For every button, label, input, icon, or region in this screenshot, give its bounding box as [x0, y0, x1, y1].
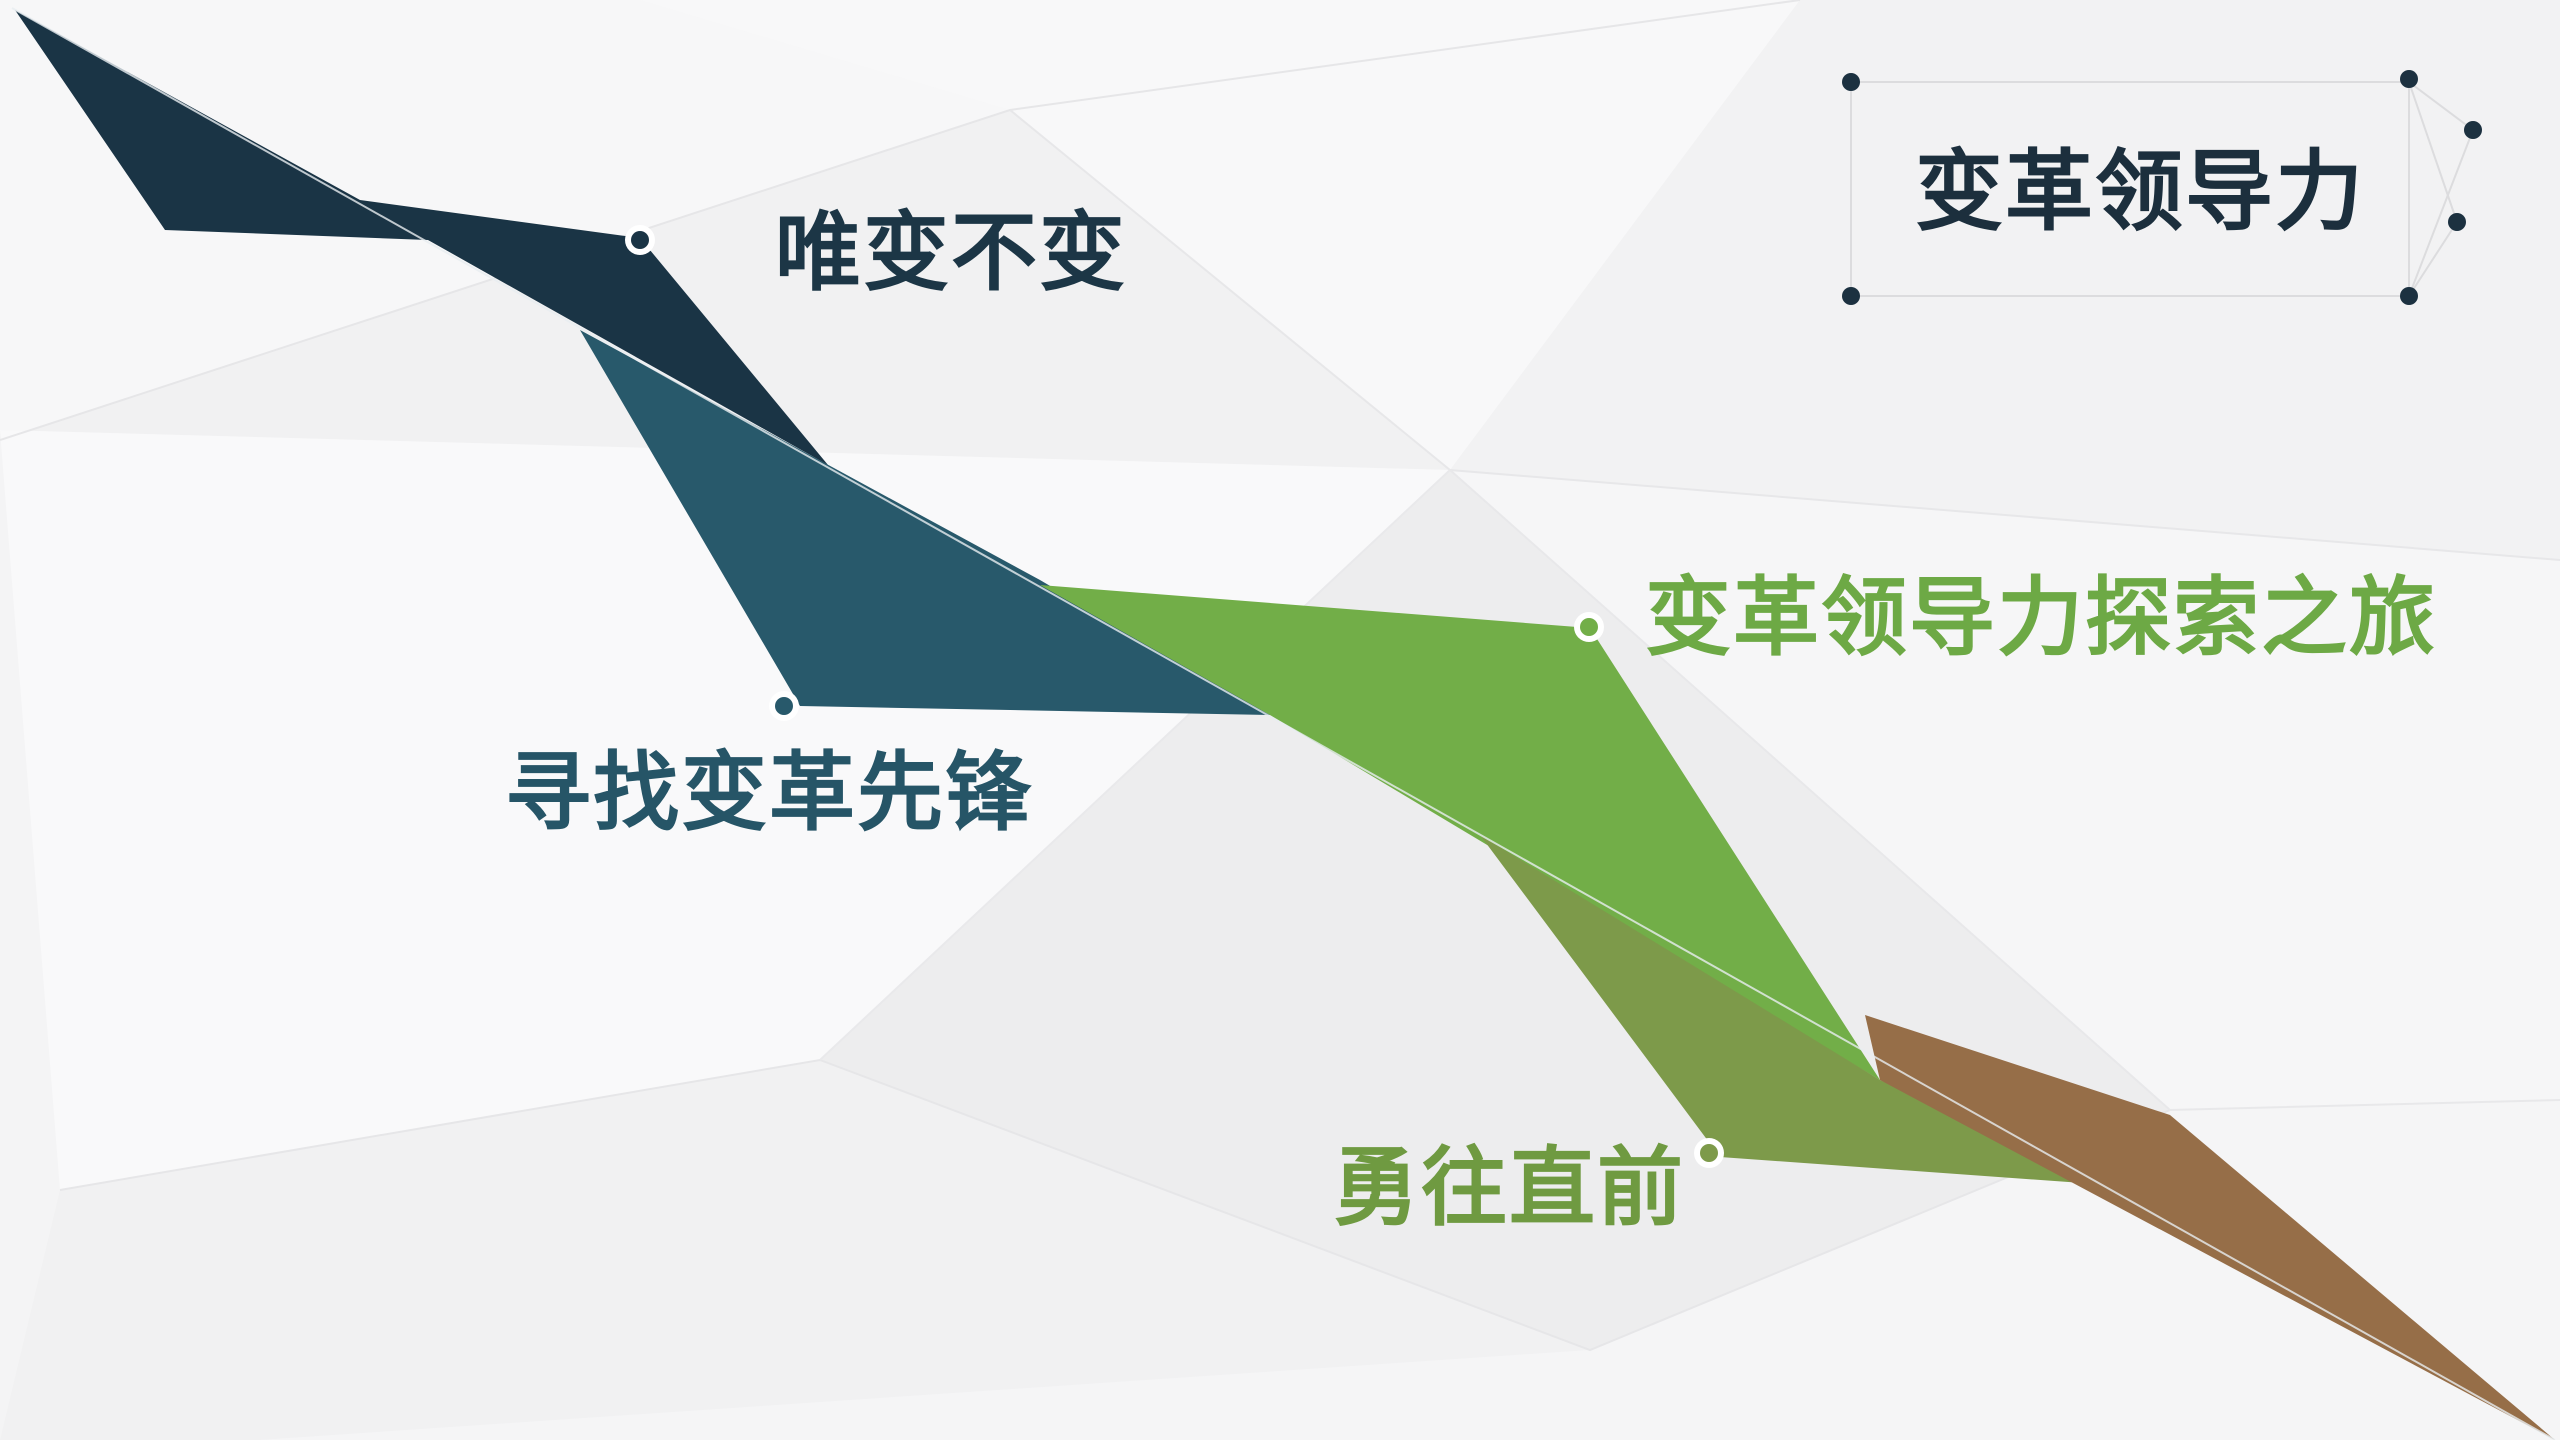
slide-title: 变革领导力	[1915, 140, 2366, 243]
step-2-label: 寻找变革先锋	[505, 743, 1033, 843]
title-frame	[1842, 70, 2482, 305]
step-1-label: 唯变不变	[775, 203, 1127, 303]
step-3-label: 变革领导力探索之旅	[1645, 568, 2437, 668]
journey-edge-line	[11, 7, 2556, 1440]
step-4-label: 勇往直前	[1333, 1138, 1685, 1238]
segment-brown	[1865, 1015, 2555, 1440]
marker-4	[1694, 1138, 1724, 1168]
segment-olive	[1480, 835, 2110, 1185]
segment-green	[1040, 585, 1880, 1080]
marker-2	[769, 691, 799, 721]
marker-3	[1574, 612, 1604, 642]
marker-1	[625, 225, 655, 255]
